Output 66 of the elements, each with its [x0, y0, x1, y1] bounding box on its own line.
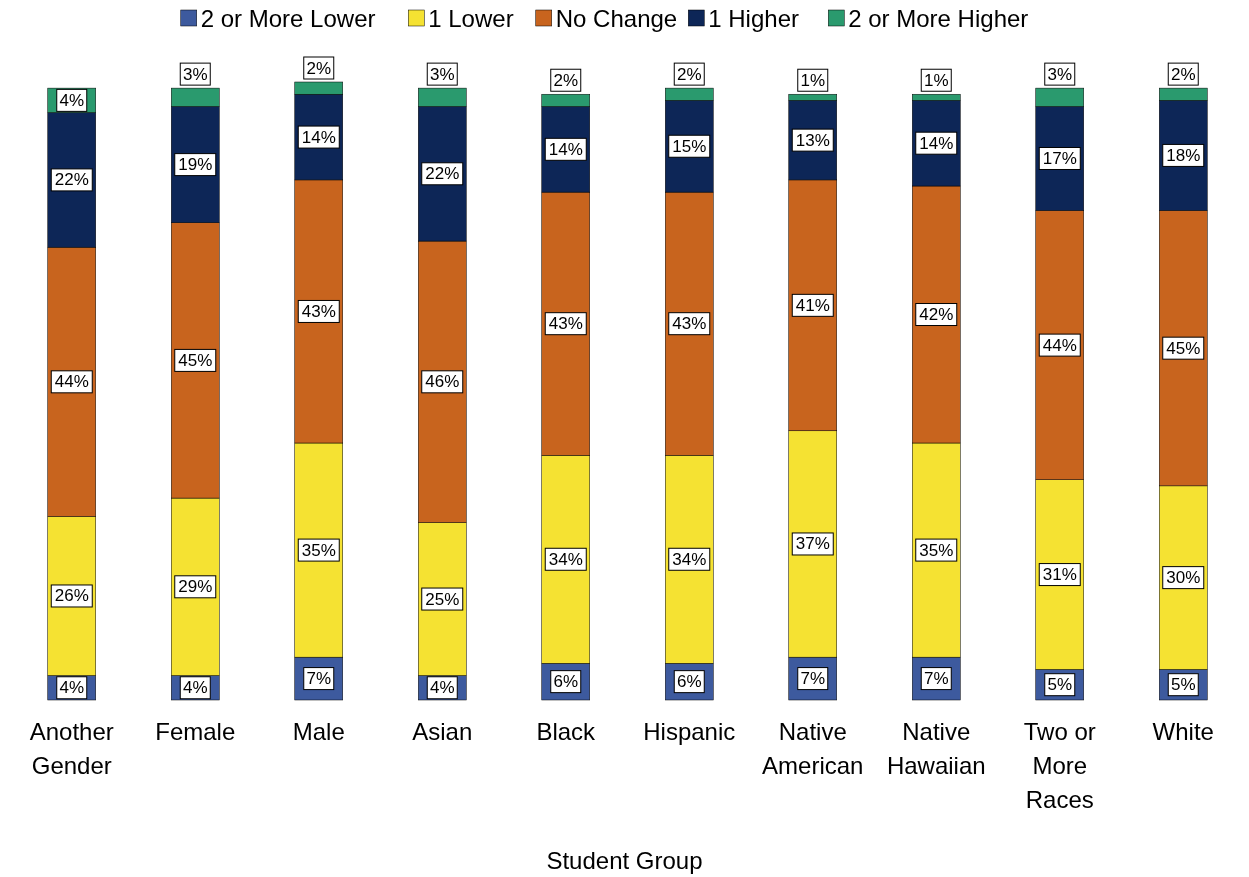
data-label: 14%: [919, 133, 954, 153]
data-label: 5%: [1047, 675, 1073, 695]
data-label: 43%: [548, 314, 583, 334]
legend-label: 2 or More Lower: [200, 4, 376, 32]
data-label: 26%: [54, 586, 89, 606]
data-label: 44%: [1042, 335, 1077, 355]
x-tick-label: Asian: [412, 718, 473, 745]
data-label: 4%: [59, 90, 85, 110]
data-label: 3%: [429, 64, 455, 84]
legend-label: 2 or More Higher: [848, 4, 1029, 32]
x-tick-label: Two or More Races: [1023, 718, 1096, 813]
data-label: 18%: [1166, 145, 1201, 165]
data-label: 2%: [676, 64, 702, 84]
x-tick-label: Hispanic: [643, 718, 736, 745]
x-tick-label: White: [1152, 718, 1214, 745]
data-label: 1%: [800, 70, 826, 90]
data-label: 3%: [182, 64, 208, 84]
data-label: 45%: [1166, 338, 1201, 358]
x-tick-label: Male: [292, 718, 345, 745]
data-label: 30%: [1166, 568, 1201, 588]
data-label: 7%: [923, 669, 949, 689]
data-label: 14%: [548, 139, 583, 159]
data-label: 29%: [178, 577, 213, 597]
data-label: 3%: [1047, 64, 1073, 84]
data-label: 44%: [54, 372, 89, 392]
data-label: 4%: [59, 678, 85, 698]
data-label: 34%: [672, 549, 707, 569]
data-label: 4%: [429, 678, 455, 698]
data-label: 22%: [54, 170, 89, 190]
data-label: 41%: [795, 295, 830, 315]
data-label: 35%: [301, 540, 336, 560]
legend-label: 1 Higher: [708, 4, 799, 32]
data-label: 31%: [1042, 565, 1077, 585]
data-label: 22%: [425, 164, 460, 184]
data-label: 14%: [301, 127, 336, 147]
data-label: 1%: [923, 70, 949, 90]
data-label: 15%: [672, 136, 707, 156]
x-axis-title: Student Group: [546, 847, 703, 874]
data-label: 43%: [672, 314, 707, 334]
data-label: 7%: [800, 669, 826, 689]
data-label: 45%: [178, 350, 213, 370]
data-label: 2%: [1170, 64, 1196, 84]
data-label: 34%: [548, 549, 583, 569]
data-label: 46%: [425, 372, 460, 392]
x-tick-label: Female: [155, 718, 236, 745]
x-tick-label: Another Gender: [29, 718, 114, 779]
data-label: 25%: [425, 589, 460, 609]
data-label: 42%: [919, 305, 954, 325]
legend-label: No Change: [555, 4, 678, 32]
x-tick-label: Native Hawaiian: [886, 718, 986, 779]
data-label: 43%: [301, 301, 336, 321]
data-label: 4%: [182, 678, 208, 698]
data-label: 13%: [795, 130, 830, 150]
x-tick-label: Native American: [762, 718, 864, 779]
legend-label: 1 Lower: [428, 4, 514, 32]
data-label: 7%: [306, 669, 332, 689]
data-label: 37%: [795, 534, 830, 554]
data-label: 19%: [178, 155, 213, 175]
data-label: 6%: [676, 672, 702, 692]
data-label: 35%: [919, 540, 954, 560]
data-label: 2%: [553, 70, 579, 90]
x-tick-label: Black: [536, 718, 597, 745]
data-label: 2%: [306, 58, 332, 78]
data-label: 17%: [1042, 148, 1077, 168]
data-label: 5%: [1170, 675, 1196, 695]
data-label: 6%: [553, 672, 579, 692]
